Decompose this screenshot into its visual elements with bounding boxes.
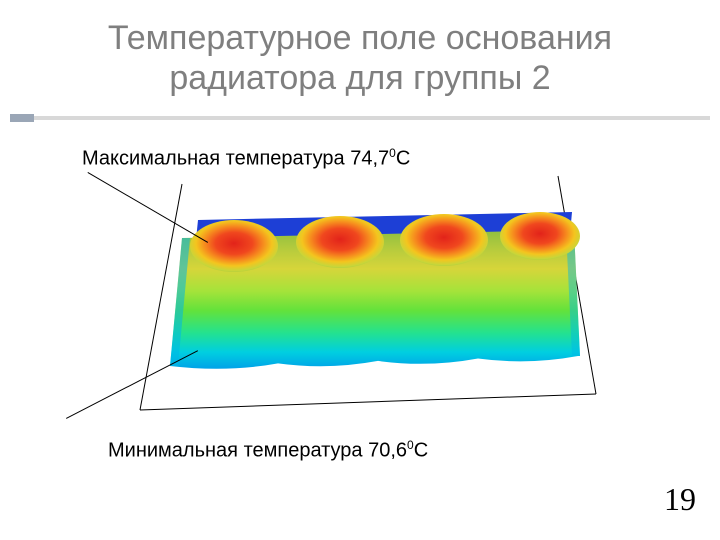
max-temp-value: 74,7 (350, 148, 389, 170)
thermal-surface-svg (126, 174, 608, 428)
slide-title: Температурное поле основания радиатора д… (0, 18, 720, 98)
title-rule (10, 114, 710, 124)
title-rule-bar (10, 116, 710, 120)
thermal-surface-figure (126, 174, 608, 428)
title-rule-square (10, 114, 34, 122)
page-number: 19 (664, 481, 696, 518)
min-temp-suffix: С (414, 440, 428, 462)
min-temperature-label: Минимальная температура 70,60С (108, 438, 428, 463)
max-temp-prefix: Максимальная температура (82, 148, 350, 170)
min-temp-sup: 0 (407, 438, 414, 452)
max-temp-suffix: С (396, 148, 410, 170)
min-temp-value: 70,6 (368, 440, 407, 462)
min-temp-prefix: Минимальная температура (108, 440, 368, 462)
max-temperature-label: Максимальная температура 74,70С (82, 146, 410, 171)
max-temp-sup: 0 (389, 146, 396, 160)
